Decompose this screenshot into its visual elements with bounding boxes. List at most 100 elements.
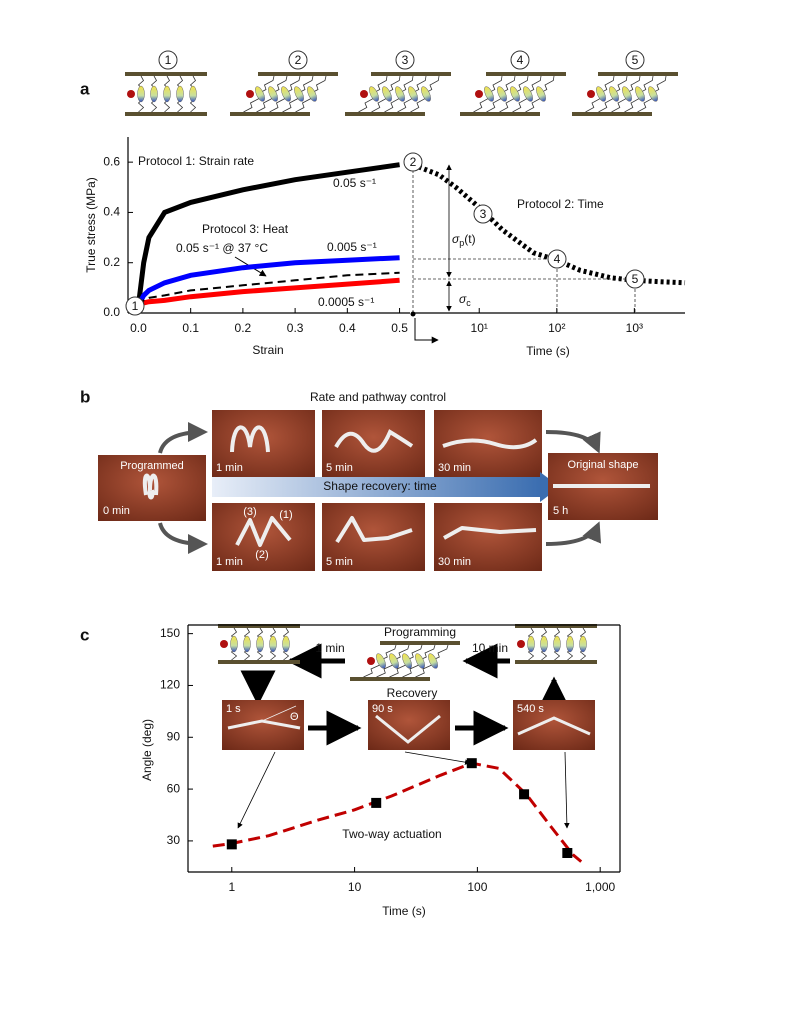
x-tick-label: 1,000	[585, 880, 615, 894]
x-tick-label: 10	[348, 880, 362, 894]
x-axis-title: Time (s)	[382, 904, 426, 918]
schematic-label: 3	[402, 53, 409, 67]
inset-title: Recovery	[387, 686, 438, 700]
plate	[515, 624, 597, 628]
label-circle	[158, 50, 178, 70]
photo-time: 1 s	[226, 703, 241, 715]
point	[466, 758, 477, 769]
segment-label: (3)	[243, 506, 256, 518]
sample	[230, 425, 270, 453]
series-line	[412, 162, 686, 286]
domain	[256, 635, 264, 653]
origin-dot	[410, 311, 416, 317]
sigma-c: σc	[459, 292, 471, 308]
subscript: p	[459, 238, 464, 248]
flow-arrow	[545, 521, 601, 546]
plate	[258, 72, 338, 76]
series-line	[135, 162, 400, 306]
photo-time: 30 min	[438, 556, 471, 568]
annotation: Protocol 1: Strain rate	[138, 154, 254, 168]
domain	[523, 86, 533, 102]
point	[519, 789, 530, 800]
panel-label: a	[80, 79, 90, 98]
y-tick-label: 90	[167, 729, 181, 743]
plate	[515, 660, 597, 664]
x-tick-label: 100	[467, 880, 487, 894]
panel-label: c	[80, 625, 89, 644]
x-tick-label: 0.4	[339, 321, 356, 335]
domain	[484, 86, 494, 102]
x-tick-label: 1	[228, 880, 235, 894]
crosslink	[367, 657, 375, 665]
domain	[428, 653, 438, 669]
plate	[371, 72, 451, 76]
schematic	[345, 72, 451, 116]
marker-label: 2	[410, 155, 417, 169]
point	[371, 797, 382, 808]
domain	[635, 86, 645, 102]
photo	[513, 700, 595, 750]
angle-guide	[261, 705, 297, 722]
schematic-labels: 1 2 3 4 5	[158, 50, 645, 70]
flow-arrow	[545, 430, 601, 454]
photo-time: 5 h	[553, 505, 568, 517]
domain	[243, 635, 251, 653]
domain	[189, 85, 197, 103]
y-tick-label: 0.6	[103, 154, 120, 168]
photo	[434, 503, 542, 571]
domain	[281, 86, 291, 102]
marker-circle	[547, 249, 567, 269]
marker-label: 4	[554, 252, 561, 266]
domain	[294, 86, 304, 102]
domain	[408, 86, 418, 102]
sample	[375, 714, 441, 744]
plate	[572, 112, 652, 116]
y-tick-label: 120	[160, 678, 180, 692]
recovery-arrow	[212, 477, 542, 497]
panel-title: Rate and pathway control	[310, 390, 446, 404]
photo-time: 5 min	[326, 556, 353, 568]
domain	[609, 86, 619, 102]
guides	[234, 164, 636, 344]
domain	[307, 86, 317, 102]
domain	[421, 86, 431, 102]
domain	[527, 635, 535, 653]
series-line	[137, 277, 400, 308]
point	[226, 839, 237, 850]
photo-time: 1 min	[216, 462, 243, 474]
domain	[268, 86, 278, 102]
plate	[460, 112, 540, 116]
domain	[415, 653, 425, 669]
sample	[235, 516, 292, 547]
marker-circle	[625, 269, 645, 289]
domain	[553, 635, 561, 653]
x-tick-label: 10²	[548, 321, 565, 335]
sample	[142, 473, 159, 500]
schematic	[572, 72, 678, 116]
photo-time: 0 min	[103, 505, 130, 517]
label-circle	[395, 50, 415, 70]
pointer-arrow	[564, 751, 570, 829]
crosslink	[127, 90, 135, 98]
domain	[395, 86, 405, 102]
domain	[497, 86, 507, 102]
crosslink	[475, 90, 483, 98]
photo-time: 540 s	[517, 703, 544, 715]
label-circle	[625, 50, 645, 70]
time-arrow	[414, 318, 439, 344]
symbol-tail: (t)	[464, 232, 475, 246]
annotation: Two-way actuation	[342, 827, 441, 841]
point	[562, 848, 573, 858]
segment-label: (1)	[279, 509, 292, 521]
domain	[282, 635, 290, 653]
domain	[382, 86, 392, 102]
arrow-label: Shape recovery: time	[323, 479, 437, 493]
photo-time: 90 s	[372, 703, 393, 715]
plate	[486, 72, 566, 76]
photo-time: 5 min	[326, 462, 353, 474]
subscript: c	[466, 298, 471, 308]
domain	[402, 653, 412, 669]
x-tick-label: 0.2	[235, 321, 252, 335]
schematic	[515, 624, 597, 664]
domain	[163, 85, 171, 103]
